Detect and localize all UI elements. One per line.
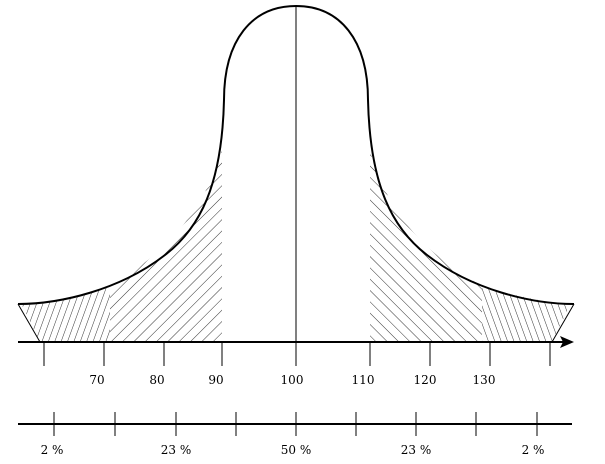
band-percent-label: 2 % — [522, 443, 545, 457]
tick-label: 90 — [208, 373, 223, 387]
x-axis-ticks — [43, 342, 551, 366]
right-tail-hatched-area — [482, 286, 570, 342]
tick-label: 120 — [414, 373, 437, 387]
tick-label: 70 — [89, 373, 104, 387]
tick-label: 130 — [473, 373, 496, 387]
x-axis-arrowhead — [560, 336, 574, 348]
tick-label: 100 — [281, 373, 304, 387]
left-tail-hatched-area — [22, 286, 110, 342]
band-percent-label: 2 % — [41, 443, 64, 457]
band-ticks — [53, 412, 538, 436]
left-hatched-area — [110, 150, 222, 342]
band-percent-label: 50 % — [281, 443, 312, 457]
band-percent-labels: 2 % 23 % 50 % 23 % 2 % — [41, 443, 545, 457]
tick-label: 110 — [352, 373, 375, 387]
tick-label: 80 — [149, 373, 164, 387]
band-percent-label: 23 % — [401, 443, 432, 457]
left-tail-edge — [17, 303, 41, 343]
right-tail-edge — [551, 303, 575, 343]
right-hatched-area — [370, 150, 482, 342]
x-axis-tick-labels: 70 80 90 100 110 120 130 — [89, 373, 495, 387]
band-percent-label: 23 % — [161, 443, 192, 457]
